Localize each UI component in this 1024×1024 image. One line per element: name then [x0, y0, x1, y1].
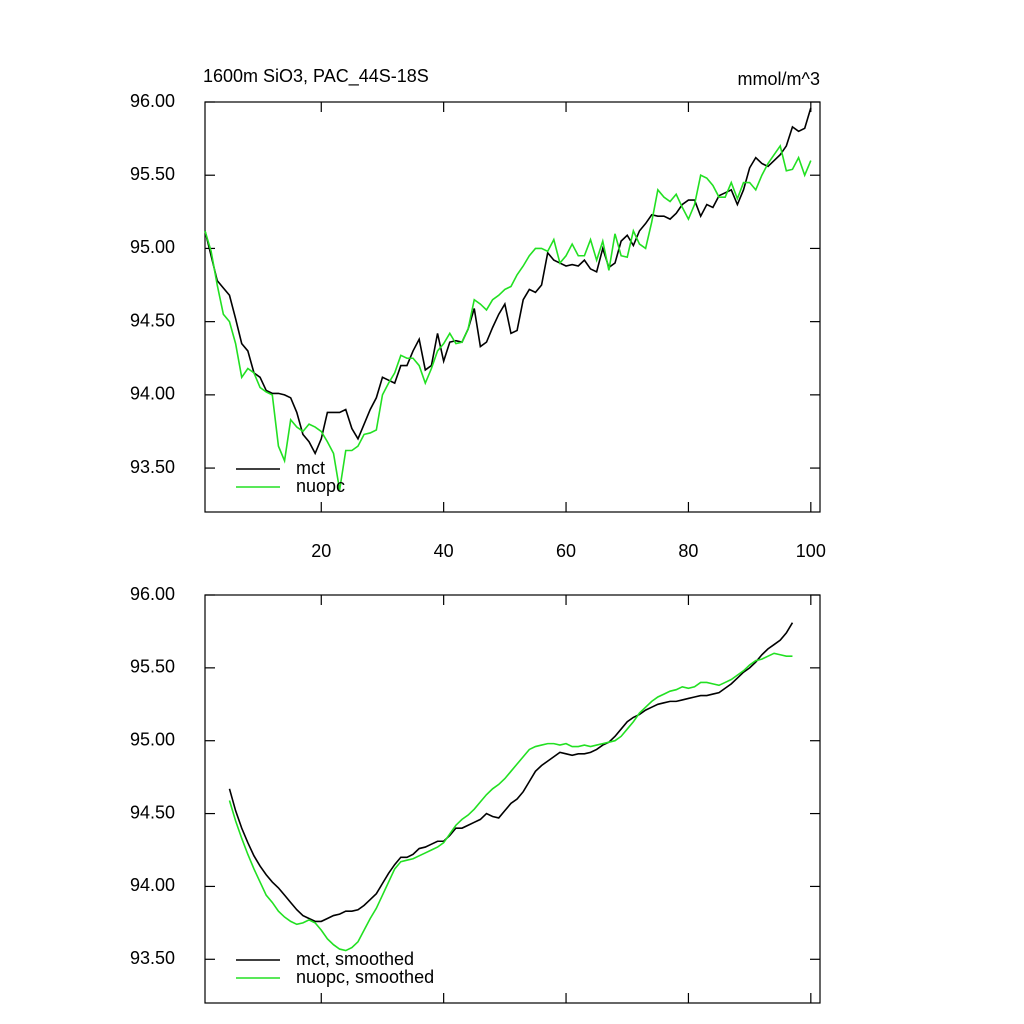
y-tick-label: 96.00 [130, 91, 175, 111]
y-tick-label: 94.50 [130, 802, 175, 822]
y-tick-label: 94.00 [130, 875, 175, 895]
chart-title: 1600m SiO3, PAC_44S-18S [203, 66, 429, 87]
y-tick-label: 94.00 [130, 384, 175, 404]
series-line [228, 622, 794, 923]
series-line [228, 652, 793, 952]
x-tick-label: 20 [311, 541, 331, 561]
legend-label: nuopc [296, 476, 345, 496]
plot-frame [204, 101, 821, 513]
legend-label: mct [296, 458, 325, 478]
x-tick-label: 80 [678, 541, 698, 561]
legend-label: nuopc, smoothed [296, 967, 434, 987]
series-line [204, 107, 812, 456]
plot-panel: 93.50 94.00 94.50 95.00 95.50 96.00 mct, smoot… [130, 584, 821, 1004]
y-tick-label: 95.00 [130, 237, 175, 257]
y-tick-label: 95.50 [130, 657, 175, 677]
plot-panel: 1600m SiO3, PAC_44S-18S mmol/m^3 93.50 94.0… [130, 66, 826, 561]
y-tick-label: 95.00 [130, 729, 175, 749]
y-tick-label: 95.50 [130, 164, 175, 184]
legend-label: mct, smoothed [296, 949, 414, 969]
y-tick-label: 94.50 [130, 310, 175, 330]
x-tick-label: 60 [556, 541, 576, 561]
y-tick-label: 96.00 [130, 584, 175, 604]
plot-frame [204, 594, 821, 1004]
x-tick-label: 100 [796, 541, 826, 561]
series-line [204, 144, 812, 491]
y-tick-label: 93.50 [130, 457, 175, 477]
y-tick-label: 93.50 [130, 948, 175, 968]
x-tick-label: 40 [434, 541, 454, 561]
units-label: mmol/m^3 [738, 69, 820, 89]
